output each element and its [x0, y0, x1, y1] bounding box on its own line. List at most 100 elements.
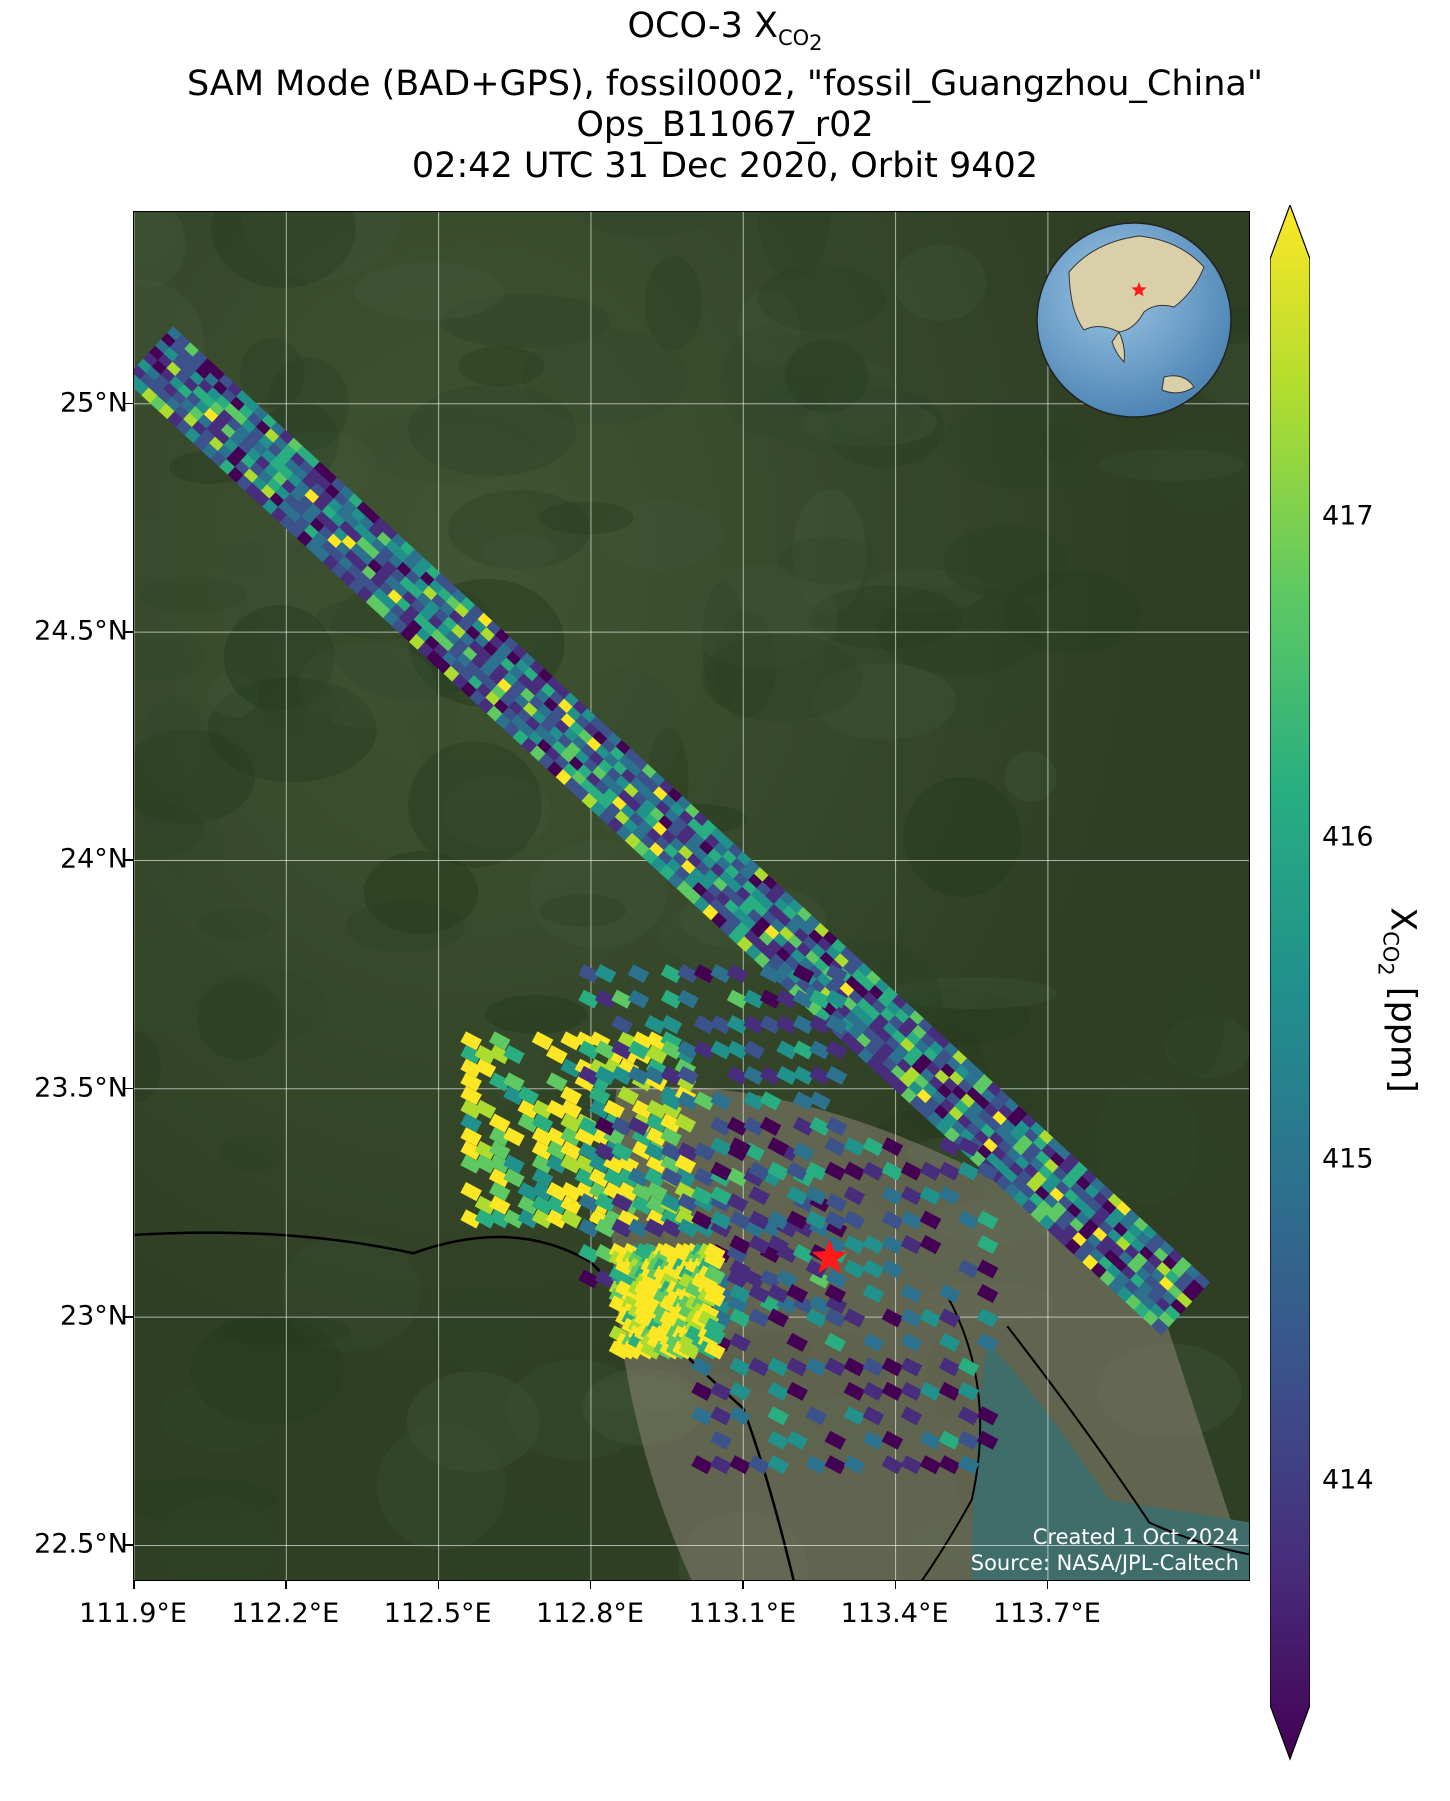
- xco2-sounding: [900, 1332, 923, 1352]
- xco2-sounding: [546, 1182, 568, 1202]
- xco2-sounding: [611, 1065, 633, 1085]
- credit-source: Source: NASA/JPL-Caltech: [970, 1551, 1239, 1575]
- xco2-sounding: [517, 1195, 540, 1215]
- xco2-sounding: [824, 1283, 847, 1304]
- xco2-sounding: [805, 1161, 828, 1181]
- xco2-sounding: [824, 1455, 847, 1475]
- xco2-sounding: [646, 1127, 668, 1147]
- terrain-patch: [757, 264, 886, 332]
- xco2-sounding: [517, 1182, 540, 1202]
- xco2-sounding: [748, 1210, 770, 1230]
- xco2-sounding: [825, 989, 848, 1009]
- lon-tick-label: 112.2°E: [231, 1598, 340, 1629]
- xco2-sounding: [748, 1283, 770, 1304]
- xco2-sounding: [627, 989, 650, 1009]
- xco2-sounding: [862, 1235, 885, 1255]
- xco2-sounding: [938, 1308, 961, 1328]
- xco2-sounding: [693, 1091, 716, 1111]
- terrain-patch: [358, 408, 537, 483]
- xco2-sounding: [617, 1086, 640, 1106]
- terrain-patch: [213, 539, 321, 579]
- xco2-sounding: [474, 1045, 497, 1065]
- xco2-sounding: [474, 1058, 497, 1078]
- xco2-sounding: [488, 1168, 511, 1188]
- xco2-sounding: [809, 1116, 831, 1136]
- xco2-sounding: [531, 1140, 554, 1160]
- xco2-sounding: [631, 1182, 654, 1202]
- xco2-sounding: [938, 1455, 961, 1475]
- xco2-sounding: [726, 1015, 749, 1035]
- terrain-patch: [778, 537, 881, 585]
- xco2-sounding: [578, 1065, 600, 1085]
- xco2-sounding: [881, 1137, 904, 1157]
- xco2-sounding: [805, 1210, 828, 1230]
- xco2-sounding: [578, 989, 600, 1009]
- xco2-sounding: [957, 1406, 980, 1426]
- xco2-sounding: [881, 1259, 904, 1279]
- xco2-sounding: [792, 989, 815, 1009]
- xco2-sounding: [776, 1015, 798, 1035]
- xco2-sounding: [1169, 1298, 1187, 1316]
- xco2-sounding: [729, 1357, 751, 1377]
- xco2-sounding: [862, 1283, 885, 1304]
- terrain-patch: [134, 729, 255, 825]
- xco2-sounding: [611, 1193, 633, 1213]
- title-line-1: OCO-3 XCO2: [627, 6, 823, 56]
- xco2-sounding: [1151, 1317, 1169, 1336]
- xco2-sounding: [560, 1099, 582, 1119]
- xco2-sounding: [644, 1015, 666, 1035]
- xco2-sounding: [693, 1167, 716, 1187]
- xco2-sounding: [938, 1137, 961, 1157]
- xco2-sounding: [767, 1406, 789, 1426]
- xco2-sounding: [881, 1210, 904, 1230]
- xco2-sounding: [824, 1357, 847, 1377]
- xco2-sounding: [660, 1113, 682, 1133]
- xco2-sounding: [460, 1209, 482, 1229]
- xco2-sounding: [594, 989, 617, 1009]
- xco2-sounding: [825, 1065, 848, 1085]
- xco2-sounding: [825, 1040, 848, 1060]
- xco2-sounding: [474, 1099, 497, 1119]
- xco2-sounding: [824, 1332, 847, 1352]
- xco2-sounding: [517, 1113, 540, 1133]
- map-panel[interactable]: Created 1 Oct 2024 Source: NASA/JPL-Calt…: [133, 211, 1250, 1581]
- terrain-patch: [894, 244, 987, 322]
- xco2-sounding: [726, 989, 749, 1009]
- xco2-sounding: [786, 1161, 808, 1181]
- xco2-sounding: [767, 1283, 789, 1304]
- xco2-sounding: [674, 1182, 697, 1202]
- terrain-patch: [448, 489, 591, 570]
- terrain-patch: [529, 839, 668, 949]
- xco2-sounding: [644, 1142, 666, 1162]
- xco2-sounding: [938, 1161, 961, 1181]
- xco2-sounding: [862, 1357, 885, 1377]
- xco2-sounding: [460, 1154, 482, 1174]
- xco2-sounding: [710, 1406, 732, 1426]
- terrain-patch: [134, 798, 205, 861]
- terrain-patch: [211, 212, 356, 288]
- terrain-patch: [701, 634, 863, 722]
- xco2-sounding: [957, 1259, 980, 1279]
- lon-tick-label: 112.8°E: [536, 1598, 644, 1629]
- terrain-patch: [737, 289, 801, 368]
- xco2-sounding: [474, 1195, 497, 1215]
- xco2-sounding: [646, 1099, 668, 1119]
- xco2-sounding: [957, 1137, 980, 1157]
- xco2-sounding: [919, 1186, 942, 1206]
- xco2-sounding: [710, 1091, 732, 1111]
- xco2-sounding: [531, 1154, 554, 1174]
- map-canvas[interactable]: [134, 212, 1250, 1581]
- xco2-sounding: [594, 1040, 617, 1060]
- xco2-sounding: [900, 1235, 923, 1255]
- xco2-sounding: [560, 1058, 582, 1078]
- lat-tick-label: 24°N: [59, 843, 128, 875]
- xco2-sounding: [919, 1455, 942, 1475]
- xco2-sounding: [588, 1168, 611, 1188]
- xco2-sounding: [729, 1406, 751, 1426]
- terrain-patch: [538, 501, 634, 535]
- xco2-sounding: [726, 1269, 749, 1289]
- xco2-sounding: [594, 1065, 617, 1085]
- xco2-sounding: [674, 1168, 697, 1188]
- terrain-patch: [903, 777, 1022, 898]
- xco2-sounding: [786, 1430, 808, 1450]
